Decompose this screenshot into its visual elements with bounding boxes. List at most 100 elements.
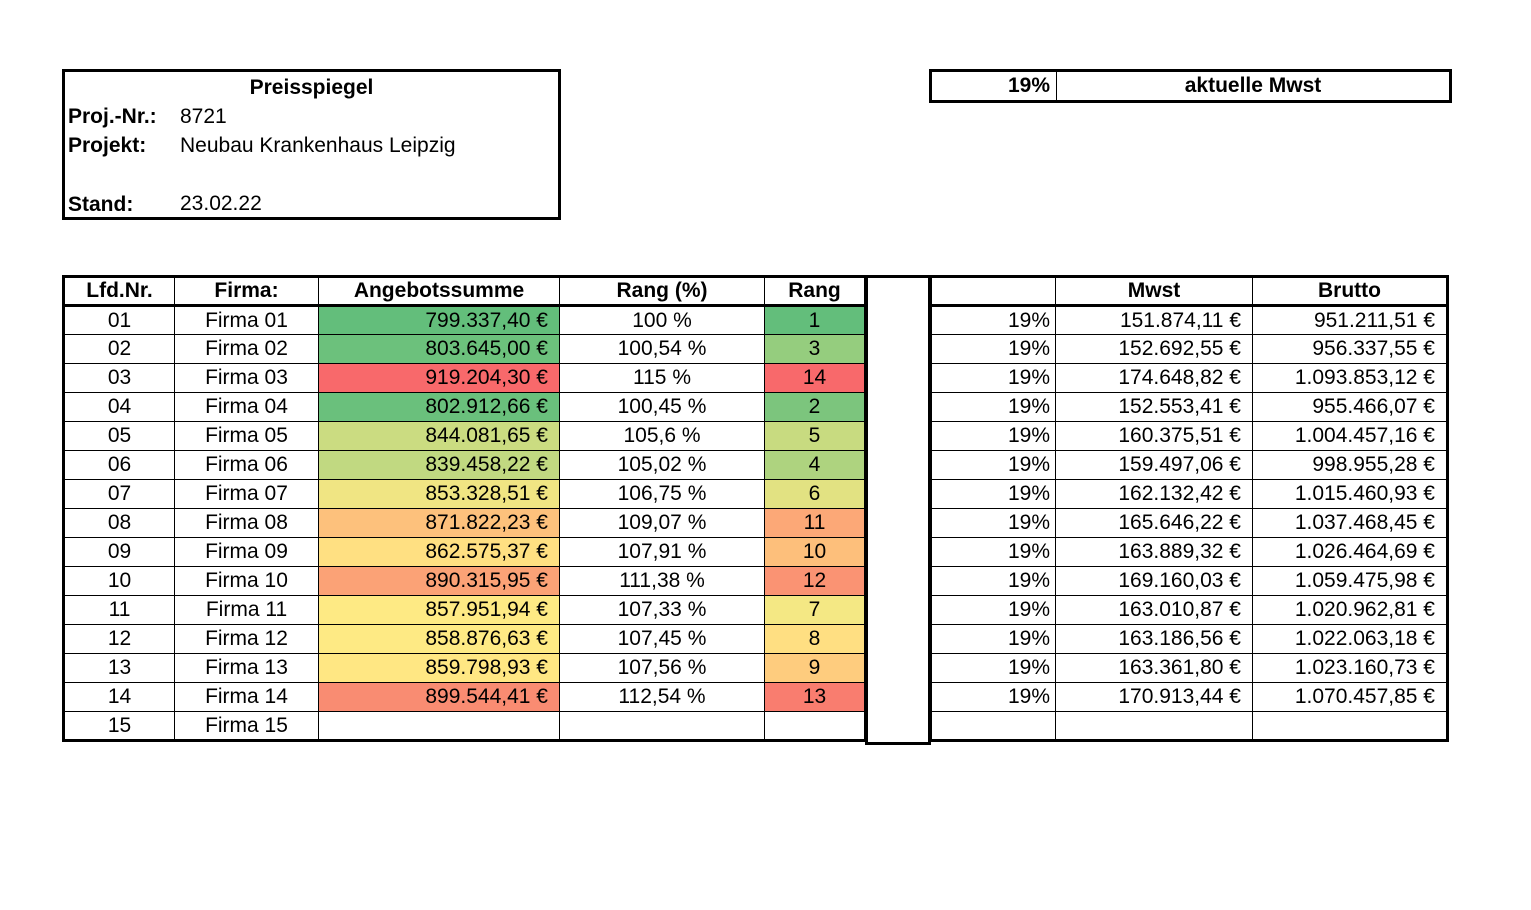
cell-vat-rate[interactable]: 19% bbox=[930, 450, 1056, 480]
cell-firma[interactable]: Firma 11 bbox=[174, 595, 319, 625]
cell-rang[interactable] bbox=[764, 711, 866, 741]
cell-brutto[interactable]: 1.015.460,93 € bbox=[1252, 479, 1448, 509]
cell-firma[interactable]: Firma 09 bbox=[174, 537, 319, 567]
cell-mwst[interactable]: 163.361,80 € bbox=[1055, 653, 1253, 683]
cell-lfd-nr[interactable]: 11 bbox=[63, 595, 175, 625]
cell-rang[interactable]: 11 bbox=[764, 508, 866, 538]
cell-mwst[interactable]: 169.160,03 € bbox=[1055, 566, 1253, 596]
cell-firma[interactable]: Firma 06 bbox=[174, 450, 319, 480]
cell-rang[interactable]: 13 bbox=[764, 682, 866, 712]
cell-rang[interactable]: 3 bbox=[764, 334, 866, 364]
cell-rang[interactable]: 6 bbox=[764, 479, 866, 509]
cell-firma[interactable]: Firma 14 bbox=[174, 682, 319, 712]
header-lfd-nr[interactable]: Lfd.Nr. bbox=[63, 276, 175, 307]
cell-vat-rate[interactable]: 19% bbox=[930, 653, 1056, 683]
cell-rang-percent[interactable]: 107,91 % bbox=[559, 537, 765, 567]
cell-lfd-nr[interactable]: 13 bbox=[63, 653, 175, 683]
cell-angebotssumme[interactable]: 803.645,00 € bbox=[318, 334, 560, 364]
cell-lfd-nr[interactable]: 12 bbox=[63, 624, 175, 654]
cell-angebotssumme[interactable]: 844.081,65 € bbox=[318, 421, 560, 451]
cell-firma[interactable]: Firma 13 bbox=[174, 653, 319, 683]
cell-firma[interactable]: Firma 08 bbox=[174, 508, 319, 538]
cell-rang-percent[interactable]: 107,45 % bbox=[559, 624, 765, 654]
cell-lfd-nr[interactable]: 15 bbox=[63, 711, 175, 741]
cell-brutto[interactable]: 1.004.457,16 € bbox=[1252, 421, 1448, 451]
cell-brutto[interactable]: 1.093.853,12 € bbox=[1252, 363, 1448, 393]
cell-rang[interactable]: 4 bbox=[764, 450, 866, 480]
cell-brutto[interactable]: 998.955,28 € bbox=[1252, 450, 1448, 480]
cell-angebotssumme[interactable]: 899.544,41 € bbox=[318, 682, 560, 712]
cell-angebotssumme[interactable]: 862.575,37 € bbox=[318, 537, 560, 567]
cell-rang[interactable]: 7 bbox=[764, 595, 866, 625]
cell-angebotssumme[interactable]: 858.876,63 € bbox=[318, 624, 560, 654]
cell-rang-percent[interactable]: 100 % bbox=[559, 305, 765, 335]
cell-vat-rate[interactable]: 19% bbox=[930, 682, 1056, 712]
cell-vat-rate[interactable] bbox=[930, 711, 1056, 741]
cell-lfd-nr[interactable]: 09 bbox=[63, 537, 175, 567]
cell-angebotssumme[interactable]: 871.822,23 € bbox=[318, 508, 560, 538]
cell-mwst[interactable]: 163.186,56 € bbox=[1055, 624, 1253, 654]
cell-brutto[interactable]: 1.059.475,98 € bbox=[1252, 566, 1448, 596]
cell-brutto[interactable]: 1.026.464,69 € bbox=[1252, 537, 1448, 567]
cell-lfd-nr[interactable]: 04 bbox=[63, 392, 175, 422]
cell-vat-rate[interactable]: 19% bbox=[930, 421, 1056, 451]
cell-rang-percent[interactable]: 112,54 % bbox=[559, 682, 765, 712]
header-brutto[interactable]: Brutto bbox=[1252, 276, 1448, 307]
cell-firma[interactable]: Firma 15 bbox=[174, 711, 319, 741]
cell-lfd-nr[interactable]: 14 bbox=[63, 682, 175, 712]
cell-angebotssumme[interactable]: 890.315,95 € bbox=[318, 566, 560, 596]
cell-rang-percent[interactable]: 109,07 % bbox=[559, 508, 765, 538]
cell-rang-percent[interactable]: 100,45 % bbox=[559, 392, 765, 422]
cell-angebotssumme[interactable]: 839.458,22 € bbox=[318, 450, 560, 480]
cell-firma[interactable]: Firma 10 bbox=[174, 566, 319, 596]
cell-firma[interactable]: Firma 05 bbox=[174, 421, 319, 451]
cell-rang[interactable]: 1 bbox=[764, 305, 866, 335]
cell-brutto[interactable]: 956.337,55 € bbox=[1252, 334, 1448, 364]
cell-mwst[interactable]: 152.553,41 € bbox=[1055, 392, 1253, 422]
cell-rang-percent[interactable]: 106,75 % bbox=[559, 479, 765, 509]
cell-rang[interactable]: 2 bbox=[764, 392, 866, 422]
cell-angebotssumme[interactable] bbox=[318, 711, 560, 741]
header-angebotssumme[interactable]: Angebotssumme bbox=[318, 276, 560, 307]
cell-angebotssumme[interactable]: 853.328,51 € bbox=[318, 479, 560, 509]
cell-firma[interactable]: Firma 07 bbox=[174, 479, 319, 509]
cell-mwst[interactable] bbox=[1055, 711, 1253, 741]
cell-rang-percent[interactable]: 105,6 % bbox=[559, 421, 765, 451]
cell-rang-percent[interactable]: 100,54 % bbox=[559, 334, 765, 364]
cell-mwst[interactable]: 170.913,44 € bbox=[1055, 682, 1253, 712]
cell-firma[interactable]: Firma 02 bbox=[174, 334, 319, 364]
cell-vat-rate[interactable]: 19% bbox=[930, 624, 1056, 654]
stand-value[interactable]: 23.02.22 bbox=[180, 192, 262, 215]
cell-vat-rate[interactable]: 19% bbox=[930, 508, 1056, 538]
cell-vat-rate[interactable]: 19% bbox=[930, 334, 1056, 364]
header-rang-percent[interactable]: Rang (%) bbox=[559, 276, 765, 307]
cell-brutto[interactable]: 1.070.457,85 € bbox=[1252, 682, 1448, 712]
cell-angebotssumme[interactable]: 919.204,30 € bbox=[318, 363, 560, 393]
cell-rang[interactable]: 9 bbox=[764, 653, 866, 683]
cell-vat-rate[interactable]: 19% bbox=[930, 363, 1056, 393]
cell-vat-rate[interactable]: 19% bbox=[930, 537, 1056, 567]
cell-brutto[interactable]: 1.023.160,73 € bbox=[1252, 653, 1448, 683]
header-rate[interactable] bbox=[930, 276, 1056, 307]
cell-rang[interactable]: 10 bbox=[764, 537, 866, 567]
vat-rate-cell[interactable]: 19% bbox=[932, 72, 1057, 100]
cell-lfd-nr[interactable]: 03 bbox=[63, 363, 175, 393]
cell-angebotssumme[interactable]: 857.951,94 € bbox=[318, 595, 560, 625]
cell-vat-rate[interactable]: 19% bbox=[930, 566, 1056, 596]
cell-lfd-nr[interactable]: 06 bbox=[63, 450, 175, 480]
cell-firma[interactable]: Firma 03 bbox=[174, 363, 319, 393]
header-rang[interactable]: Rang bbox=[764, 276, 866, 307]
cell-mwst[interactable]: 163.010,87 € bbox=[1055, 595, 1253, 625]
cell-lfd-nr[interactable]: 08 bbox=[63, 508, 175, 538]
cell-brutto[interactable]: 1.037.468,45 € bbox=[1252, 508, 1448, 538]
cell-angebotssumme[interactable]: 799.337,40 € bbox=[318, 305, 560, 335]
cell-rang[interactable]: 8 bbox=[764, 624, 866, 654]
cell-rang-percent[interactable]: 111,38 % bbox=[559, 566, 765, 596]
cell-mwst[interactable]: 160.375,51 € bbox=[1055, 421, 1253, 451]
cell-mwst[interactable]: 152.692,55 € bbox=[1055, 334, 1253, 364]
cell-brutto[interactable]: 1.020.962,81 € bbox=[1252, 595, 1448, 625]
cell-lfd-nr[interactable]: 01 bbox=[63, 305, 175, 335]
cell-brutto[interactable]: 951.211,51 € bbox=[1252, 305, 1448, 335]
cell-firma[interactable]: Firma 01 bbox=[174, 305, 319, 335]
cell-lfd-nr[interactable]: 05 bbox=[63, 421, 175, 451]
